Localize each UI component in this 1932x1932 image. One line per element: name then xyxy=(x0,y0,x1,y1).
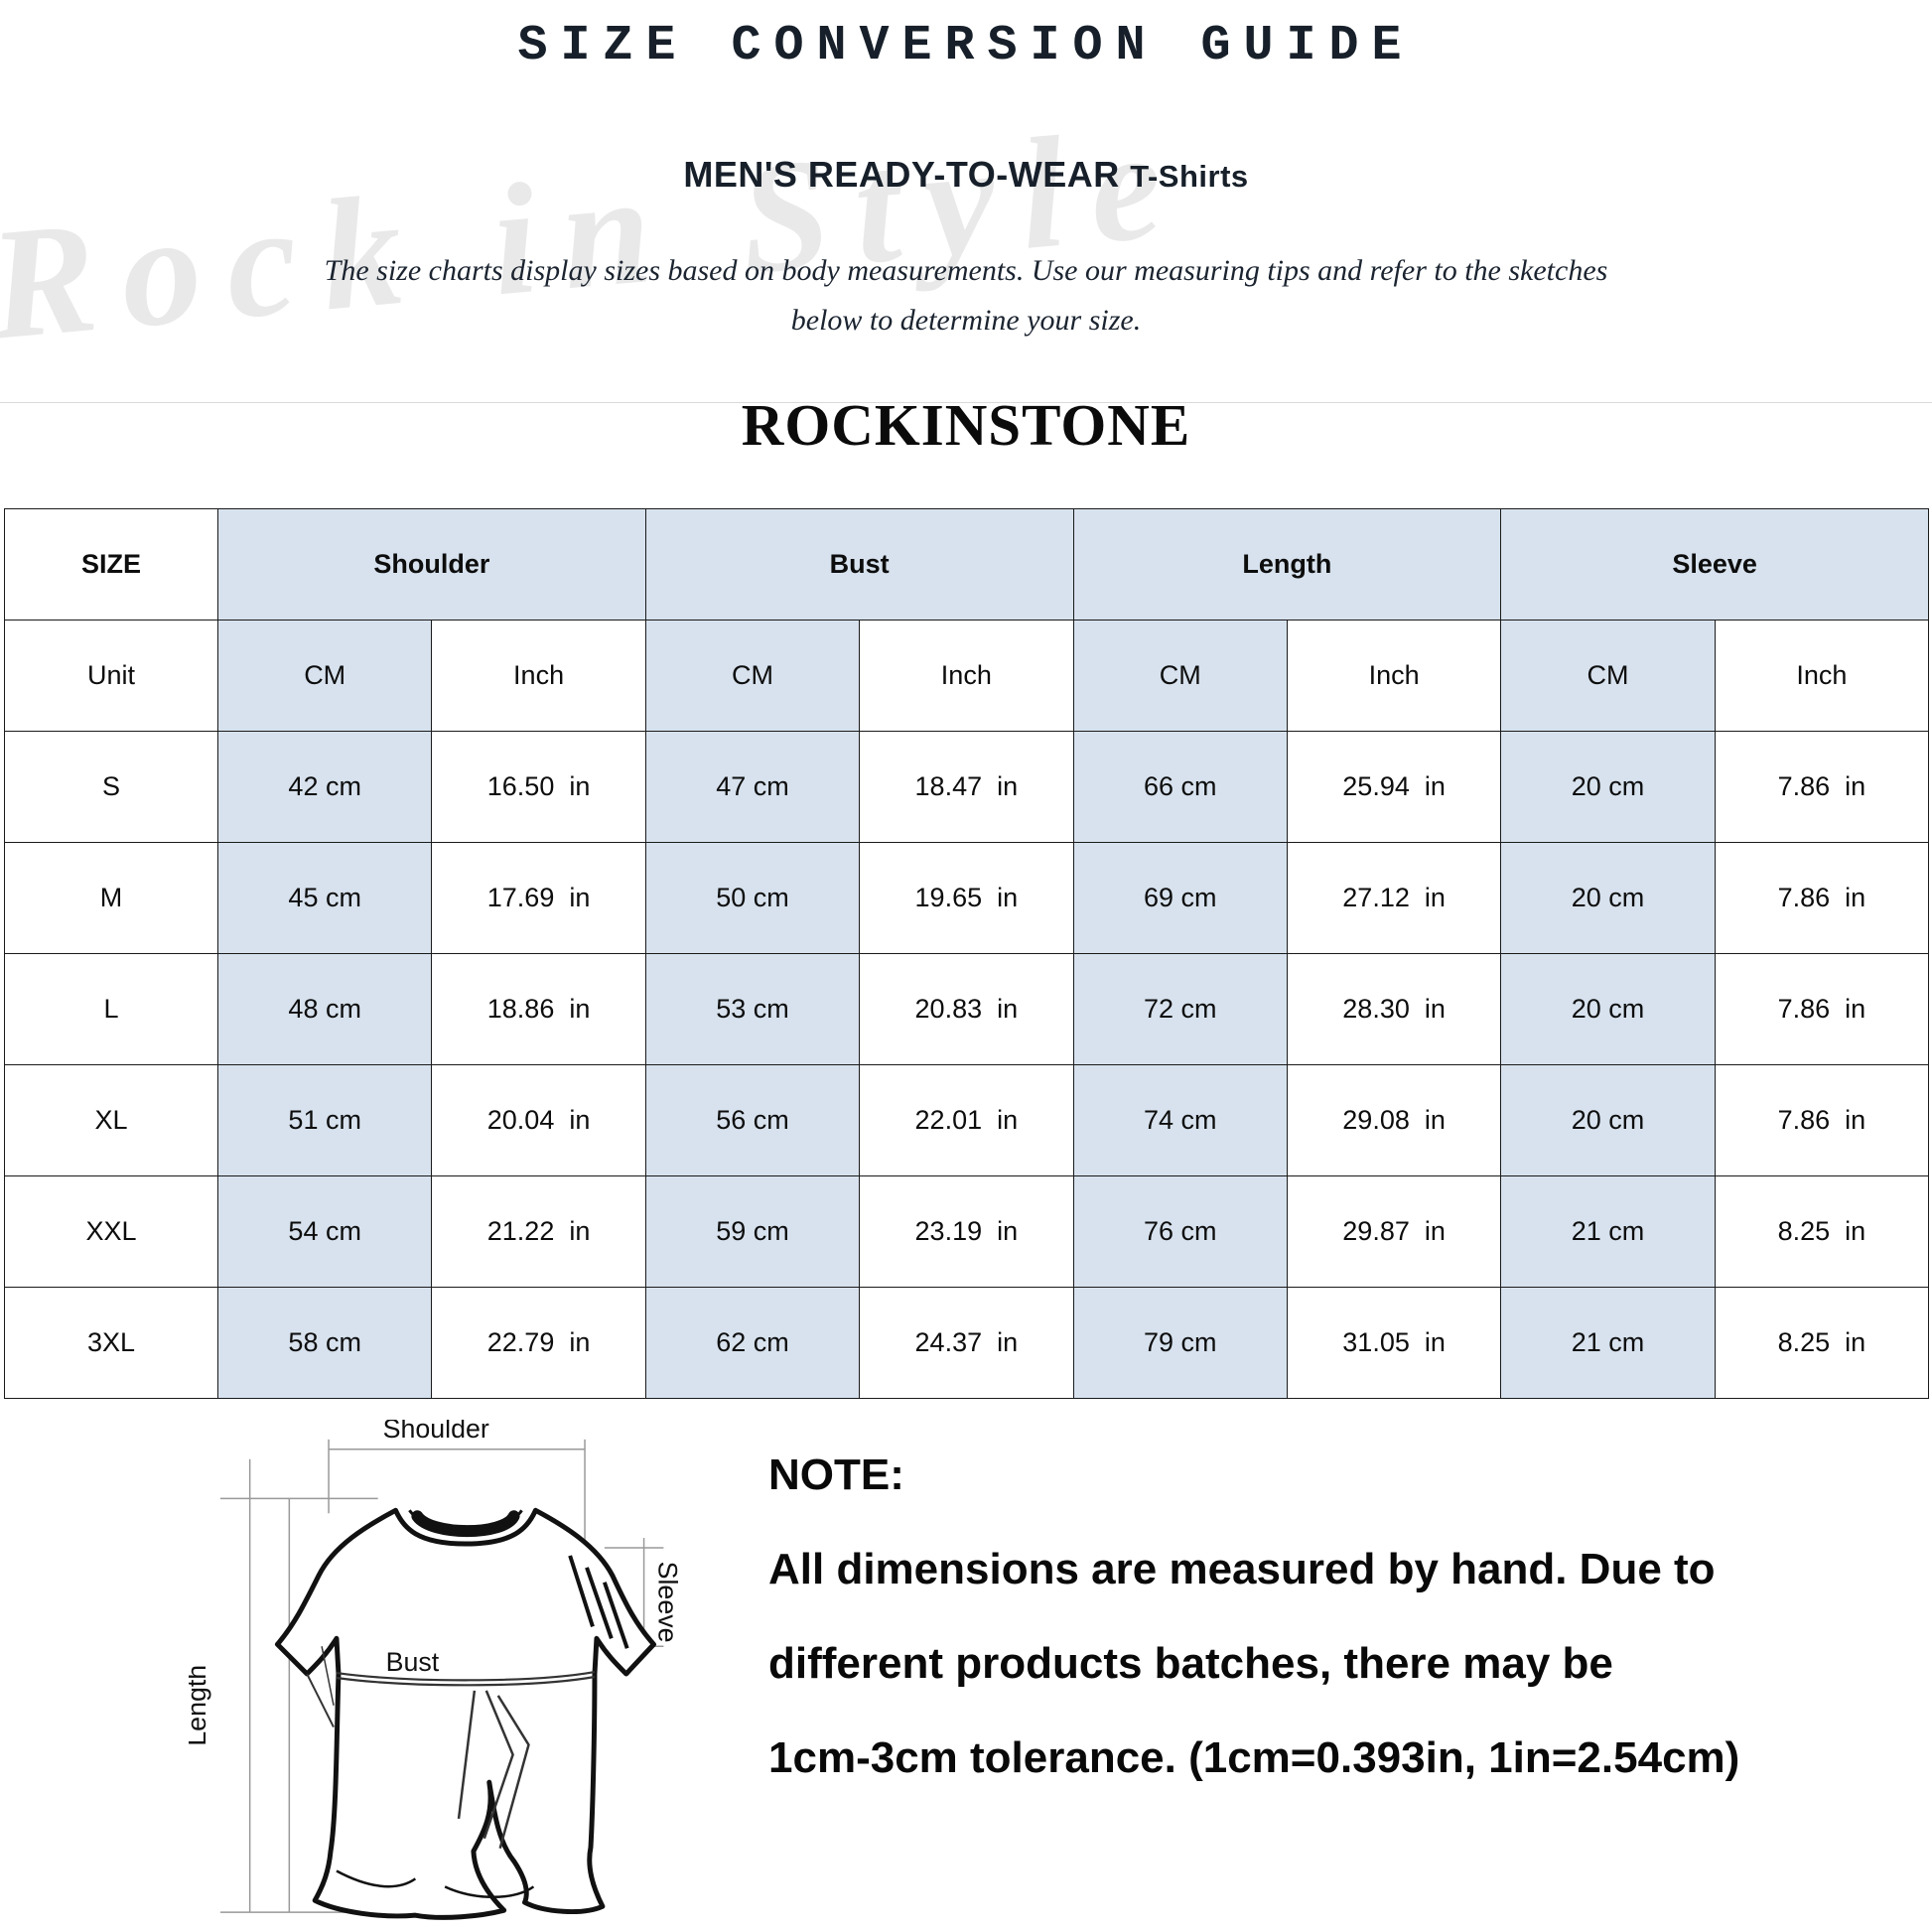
svg-text:Length: Length xyxy=(189,1665,211,1746)
svg-text:Bust: Bust xyxy=(386,1647,440,1677)
svg-text:Shoulder: Shoulder xyxy=(383,1420,489,1444)
svg-text:Sleeve: Sleeve xyxy=(652,1562,682,1643)
